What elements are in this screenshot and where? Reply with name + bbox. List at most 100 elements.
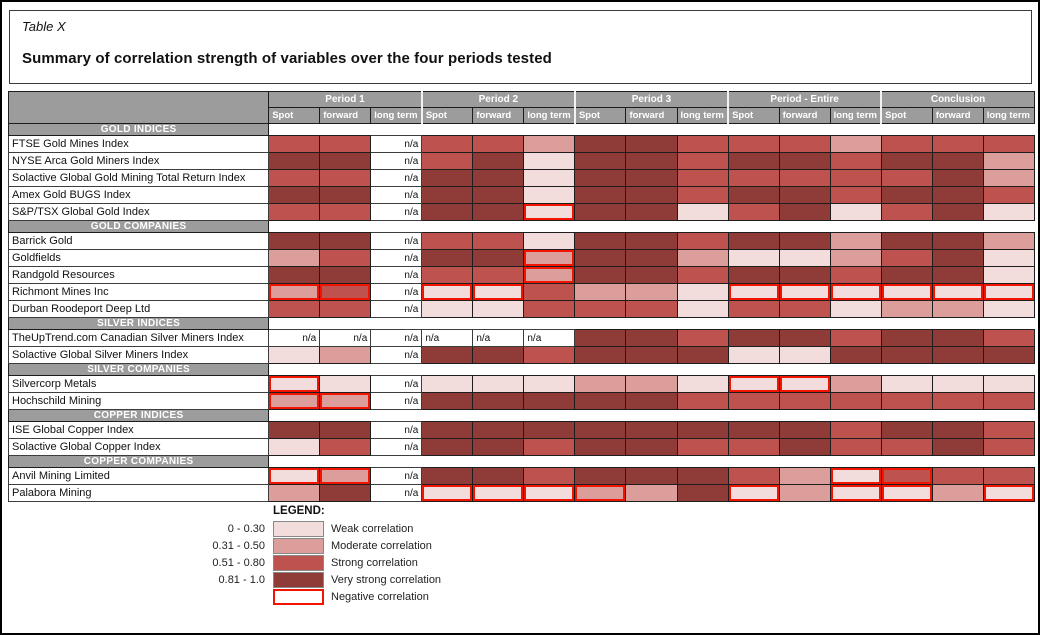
- correlation-cell: [268, 484, 321, 502]
- legend-range: 0.51 - 0.80: [212, 556, 265, 569]
- correlation-cell: [982, 421, 1036, 439]
- na-cell: n/a: [319, 329, 372, 347]
- correlation-cell: [880, 152, 933, 170]
- correlation-cell: [727, 152, 780, 170]
- correlation-cell: [727, 375, 780, 393]
- correlation-cell: [727, 392, 780, 410]
- na-cell: n/a: [370, 232, 423, 250]
- legend-swatch-negative: [273, 588, 324, 605]
- correlation-cell: [982, 232, 1036, 250]
- correlation-cell: [727, 300, 780, 318]
- table-label: Table X: [22, 19, 66, 34]
- correlation-cell: [421, 186, 474, 204]
- correlation-cell: [829, 232, 882, 250]
- correlation-cell: [982, 203, 1036, 221]
- correlation-cell: [268, 467, 321, 485]
- correlation-cell: [778, 346, 831, 364]
- correlation-cell: [523, 283, 576, 301]
- correlation-cell: [523, 232, 576, 250]
- correlation-cell: [880, 484, 933, 502]
- row-label: Silvercorp Metals: [7, 375, 270, 393]
- correlation-cell: [727, 438, 780, 456]
- correlation-cell: [931, 329, 984, 347]
- correlation-cell: [421, 169, 474, 187]
- correlation-cell: [880, 346, 933, 364]
- correlation-cell: [574, 203, 627, 221]
- correlation-cell: [727, 232, 780, 250]
- row-label: Anvil Mining Limited: [7, 467, 270, 485]
- correlation-cell: [727, 484, 780, 502]
- correlation-cell: [421, 421, 474, 439]
- correlation-cell: [523, 421, 576, 439]
- correlation-cell: [778, 421, 831, 439]
- row-label: Palabora Mining: [7, 484, 270, 502]
- correlation-cell: [421, 300, 474, 318]
- table-row: Solactive Global Gold Mining Total Retur…: [7, 169, 1036, 187]
- correlation-cell: [574, 484, 627, 502]
- row-label: Richmont Mines Inc: [7, 283, 270, 301]
- correlation-cell: [421, 203, 474, 221]
- correlation-cell: [778, 329, 831, 347]
- correlation-cell: [574, 152, 627, 170]
- correlation-cell: [880, 392, 933, 410]
- correlation-cell: [319, 346, 372, 364]
- correlation-cell: [829, 152, 882, 170]
- correlation-cell: [319, 392, 372, 410]
- correlation-cell: [982, 169, 1036, 187]
- correlation-cell: [676, 249, 729, 267]
- correlation-cell: [829, 346, 882, 364]
- correlation-cell: [574, 135, 627, 153]
- period-group-header: Period - Entire: [727, 91, 882, 108]
- row-label: Durban Roodeport Deep Ltd: [7, 300, 270, 318]
- correlation-cell: [778, 283, 831, 301]
- correlation-cell: [829, 375, 882, 393]
- na-cell: n/a: [268, 329, 321, 347]
- correlation-cell: [523, 152, 576, 170]
- sub-column-header: forward: [472, 107, 525, 124]
- correlation-cell: [574, 232, 627, 250]
- correlation-cell: [829, 266, 882, 284]
- sub-column-header: forward: [625, 107, 678, 124]
- section-spacer: [268, 220, 1035, 233]
- legend-item: 0.31 - 0.50 Moderate correlation: [8, 537, 1033, 554]
- table-row: Silvercorp Metals n/a: [7, 375, 1036, 393]
- correlation-cell: [931, 135, 984, 153]
- correlation-cell: [268, 232, 321, 250]
- correlation-cell: [421, 283, 474, 301]
- correlation-cell: [982, 283, 1036, 301]
- table-row: NYSE Arca Gold Miners Index n/a: [7, 152, 1036, 170]
- correlation-cell: [676, 300, 729, 318]
- correlation-cell: [778, 186, 831, 204]
- correlation-cell: [472, 203, 525, 221]
- section-header: COPPER COMPANIES: [7, 455, 270, 468]
- row-label: Barrick Gold: [7, 232, 270, 250]
- correlation-cell: [523, 300, 576, 318]
- correlation-cell: [727, 186, 780, 204]
- correlation-cell: [625, 375, 678, 393]
- legend-label: Weak correlation: [331, 522, 414, 535]
- correlation-cell: [931, 152, 984, 170]
- sub-column-header: forward: [778, 107, 831, 124]
- correlation-cell: [880, 329, 933, 347]
- correlation-cell: [880, 249, 933, 267]
- correlation-cell: [931, 169, 984, 187]
- correlation-cell: [268, 346, 321, 364]
- na-cell: n/a: [370, 152, 423, 170]
- correlation-cell: [319, 186, 372, 204]
- correlation-cell: [421, 266, 474, 284]
- correlation-cell: [421, 346, 474, 364]
- correlation-cell: [829, 484, 882, 502]
- correlation-cell: [931, 421, 984, 439]
- section-row: COPPER INDICES: [7, 409, 1035, 422]
- section-header: SILVER COMPANIES: [7, 363, 270, 376]
- table-row: Barrick Gold n/a: [7, 232, 1036, 250]
- correlation-cell: [880, 203, 933, 221]
- correlation-cell: [574, 438, 627, 456]
- correlation-cell: [982, 329, 1036, 347]
- correlation-cell: [523, 438, 576, 456]
- table-row: S&P/TSX Global Gold Index n/a: [7, 203, 1036, 221]
- correlation-cell: [676, 203, 729, 221]
- correlation-cell: [319, 421, 372, 439]
- correlation-cell: [727, 346, 780, 364]
- correlation-cell: [778, 152, 831, 170]
